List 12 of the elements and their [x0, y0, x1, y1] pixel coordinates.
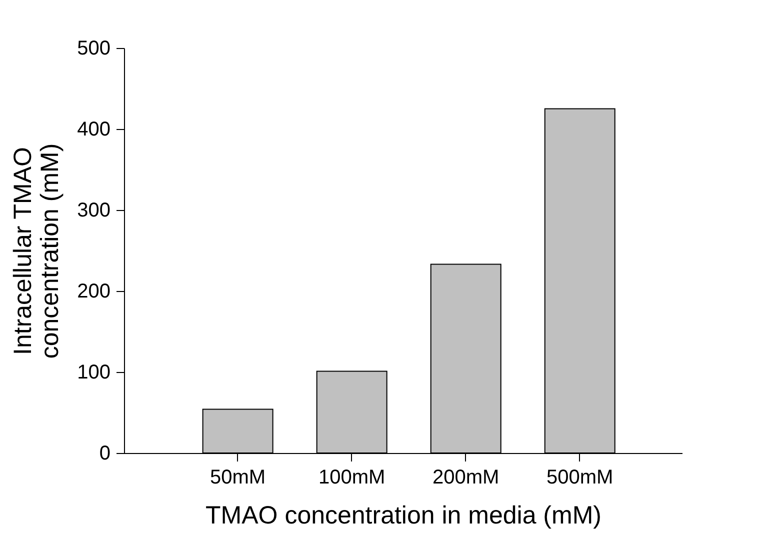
y-tick-label: 300 — [77, 200, 110, 222]
y-axis-title: Intracellular TMAO concentration (mM) — [9, 143, 64, 359]
y-tick-label: 200 — [77, 280, 110, 302]
x-tick-label: 500mM — [546, 466, 614, 488]
y-tick-label: 500 — [77, 38, 110, 60]
y-tick-label: 100 — [77, 362, 110, 384]
x-tick-label: 100mM — [318, 466, 386, 488]
y-tick-label: 400 — [77, 118, 110, 140]
x-tick-label: 50mM — [210, 466, 266, 488]
x-axis-title: TMAO concentration in media (mM) — [206, 502, 602, 530]
x-tick-label: 200mM — [432, 466, 500, 488]
y-tick-label: 0 — [99, 442, 110, 464]
